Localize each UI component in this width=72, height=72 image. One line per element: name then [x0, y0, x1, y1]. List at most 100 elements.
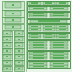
Bar: [45, 29, 52, 30]
Bar: [50, 52, 68, 54]
Bar: [29, 15, 47, 17]
Bar: [43, 36, 55, 38]
Bar: [29, 28, 41, 31]
Bar: [56, 25, 68, 28]
Bar: [43, 2, 55, 5]
Bar: [59, 29, 66, 30]
Bar: [6, 33, 8, 34]
Bar: [27, 40, 70, 50]
Bar: [50, 54, 68, 57]
Bar: [53, 66, 64, 67]
Bar: [53, 42, 64, 43]
Bar: [2, 10, 24, 16]
Bar: [18, 39, 20, 40]
Bar: [29, 47, 47, 49]
Bar: [15, 37, 23, 41]
Bar: [45, 26, 52, 27]
Bar: [59, 34, 66, 35]
Bar: [2, 17, 24, 23]
Bar: [27, 61, 70, 68]
Bar: [50, 13, 68, 15]
Bar: [6, 62, 8, 63]
Bar: [14, 42, 24, 48]
Bar: [50, 47, 68, 49]
Bar: [33, 57, 44, 59]
Bar: [33, 55, 44, 56]
Bar: [27, 19, 70, 23]
Bar: [29, 41, 47, 43]
Bar: [6, 68, 8, 69]
Bar: [2, 42, 12, 48]
Bar: [5, 11, 21, 16]
Bar: [6, 50, 8, 51]
Bar: [43, 34, 55, 36]
Bar: [2, 60, 12, 65]
Bar: [15, 55, 23, 59]
Bar: [2, 1, 24, 10]
Bar: [15, 67, 23, 70]
Bar: [45, 2, 52, 4]
Bar: [15, 31, 23, 35]
Bar: [53, 55, 64, 56]
Bar: [14, 37, 24, 42]
Bar: [30, 20, 67, 23]
Bar: [29, 57, 47, 59]
Bar: [12, 13, 14, 14]
Bar: [5, 25, 21, 29]
Bar: [50, 41, 68, 43]
Bar: [56, 28, 68, 31]
Bar: [33, 62, 44, 64]
Bar: [15, 49, 23, 53]
Bar: [29, 25, 41, 28]
Bar: [3, 67, 11, 70]
Bar: [50, 62, 68, 65]
Bar: [29, 62, 47, 65]
Bar: [3, 55, 11, 59]
Bar: [59, 37, 66, 38]
Bar: [33, 66, 44, 67]
Bar: [12, 19, 14, 21]
Bar: [45, 37, 52, 38]
Bar: [6, 56, 8, 57]
Bar: [3, 49, 11, 53]
Bar: [33, 15, 44, 16]
Bar: [53, 57, 64, 59]
Bar: [33, 52, 44, 53]
Bar: [2, 66, 12, 71]
Bar: [33, 44, 44, 46]
Bar: [29, 54, 47, 57]
Bar: [29, 52, 47, 54]
Bar: [18, 68, 20, 69]
Bar: [33, 47, 44, 48]
Bar: [27, 24, 70, 32]
Bar: [59, 26, 66, 27]
Bar: [2, 31, 12, 36]
Bar: [31, 34, 38, 35]
Bar: [53, 8, 64, 9]
Bar: [2, 54, 12, 60]
Bar: [18, 44, 20, 46]
Bar: [5, 18, 21, 22]
Bar: [27, 6, 70, 11]
Bar: [29, 2, 41, 5]
Bar: [53, 44, 64, 46]
Bar: [3, 43, 11, 47]
Bar: [29, 44, 47, 46]
Bar: [59, 2, 66, 4]
Bar: [53, 13, 64, 14]
Bar: [29, 36, 41, 38]
Bar: [18, 56, 20, 57]
Bar: [29, 34, 41, 36]
Bar: [33, 13, 44, 14]
Bar: [14, 31, 24, 36]
Bar: [12, 26, 14, 28]
Bar: [14, 54, 24, 60]
Bar: [27, 51, 70, 60]
Bar: [50, 57, 68, 59]
Bar: [5, 2, 21, 8]
Bar: [31, 37, 38, 38]
Bar: [53, 62, 64, 64]
Bar: [14, 60, 24, 65]
Bar: [50, 15, 68, 17]
Bar: [31, 26, 38, 27]
